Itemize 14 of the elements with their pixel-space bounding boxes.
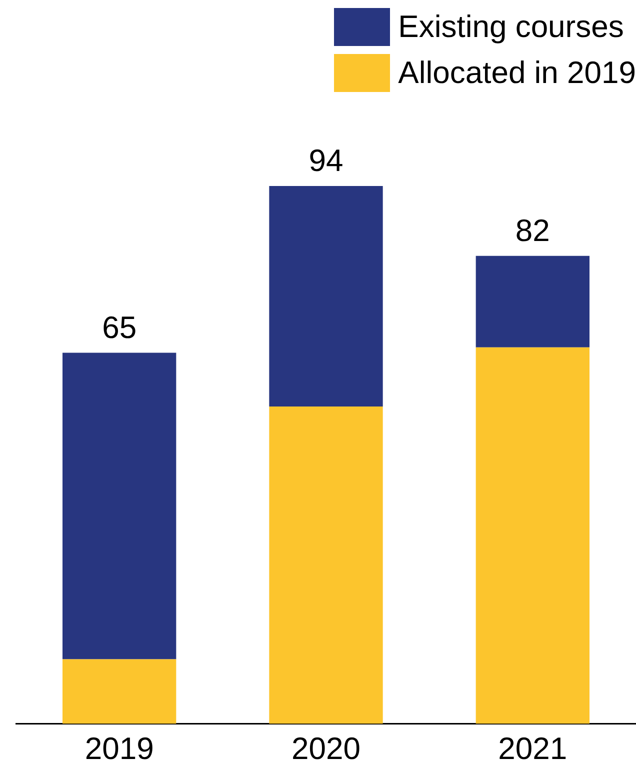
annotation: 94: [308, 143, 344, 178]
bar: [269, 406, 383, 724]
legend-label: Allocated in 2019: [398, 55, 636, 91]
legend-label: Existing courses: [398, 9, 624, 45]
bar: [476, 347, 590, 724]
bar: [269, 186, 383, 406]
x-tick-label: 2021: [498, 730, 568, 766]
bar: [62, 659, 176, 724]
bar: [476, 256, 590, 348]
annotation: 65: [102, 310, 137, 345]
bar: [62, 352, 176, 660]
x-tick-label: 2019: [84, 730, 154, 766]
annotation: 82: [515, 212, 550, 248]
x-tick-label: 2020: [292, 730, 360, 766]
